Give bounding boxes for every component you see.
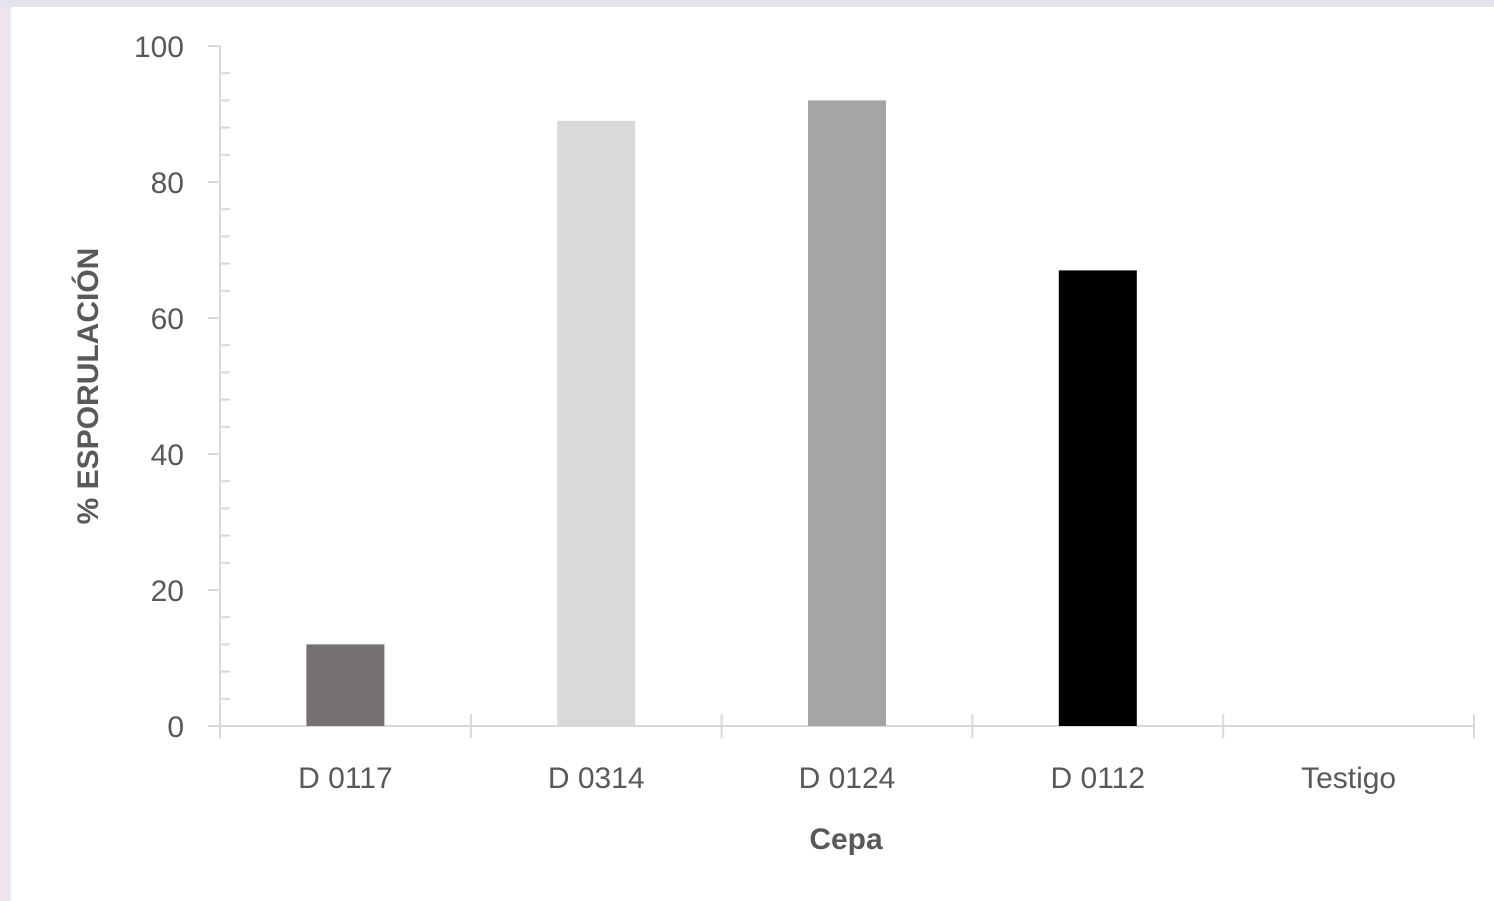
y-tick-label: 80: [151, 167, 184, 200]
x-tick-label: D 0117: [298, 762, 393, 795]
chart-area: [12, 7, 1494, 901]
bar-d-0314: [557, 120, 636, 727]
bar-d-0124: [808, 100, 886, 726]
x-axis-title: Cepa: [809, 823, 883, 856]
x-tick-label: D 0124: [799, 762, 896, 795]
labels-group: 0 20 40 60 80 100 D 0117 D 0314 D 0124 D 0112 Test…: [134, 31, 1396, 795]
y-tick-label: 40: [151, 439, 184, 472]
y-axis-title: % ESPORULACIÓN: [71, 248, 105, 525]
y-tick-label: 60: [151, 303, 184, 336]
bar-d-0112: [1058, 270, 1137, 726]
x-tick-label: D 0314: [548, 762, 645, 795]
x-tick-label: D 0112: [1051, 762, 1146, 795]
bars-group: [306, 100, 1137, 727]
y-tick-label: 100: [134, 31, 184, 64]
x-tick-label: Testigo: [1301, 762, 1396, 795]
y-tick-label: 0: [167, 711, 184, 744]
top-border-strip: [0, 0, 1494, 7]
bar-d-0117: [306, 644, 385, 726]
y-tick-label: 20: [151, 575, 184, 608]
